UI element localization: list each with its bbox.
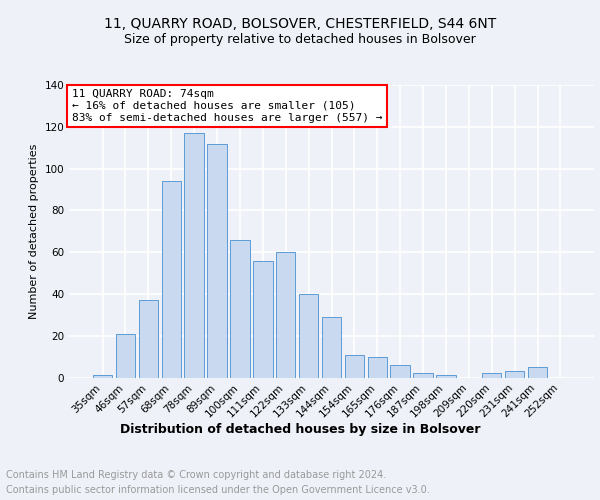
Bar — [230, 240, 250, 378]
Text: Contains HM Land Registry data © Crown copyright and database right 2024.: Contains HM Land Registry data © Crown c… — [6, 470, 386, 480]
Bar — [528, 367, 547, 378]
Bar — [116, 334, 135, 378]
Bar — [391, 365, 410, 378]
Bar — [344, 354, 364, 378]
Bar — [184, 133, 204, 378]
Text: 11 QUARRY ROAD: 74sqm
← 16% of detached houses are smaller (105)
83% of semi-det: 11 QUARRY ROAD: 74sqm ← 16% of detached … — [71, 90, 382, 122]
Bar — [505, 371, 524, 378]
Bar — [276, 252, 295, 378]
Text: Distribution of detached houses by size in Bolsover: Distribution of detached houses by size … — [120, 422, 480, 436]
Bar — [413, 374, 433, 378]
Bar — [208, 144, 227, 378]
Bar — [93, 376, 112, 378]
Bar — [322, 317, 341, 378]
Y-axis label: Number of detached properties: Number of detached properties — [29, 144, 39, 319]
Text: Size of property relative to detached houses in Bolsover: Size of property relative to detached ho… — [124, 32, 476, 46]
Bar — [368, 356, 387, 378]
Bar — [161, 181, 181, 378]
Bar — [299, 294, 319, 378]
Bar — [139, 300, 158, 378]
Bar — [253, 260, 272, 378]
Text: Contains public sector information licensed under the Open Government Licence v3: Contains public sector information licen… — [6, 485, 430, 495]
Bar — [436, 376, 455, 378]
Text: 11, QUARRY ROAD, BOLSOVER, CHESTERFIELD, S44 6NT: 11, QUARRY ROAD, BOLSOVER, CHESTERFIELD,… — [104, 18, 496, 32]
Bar — [482, 374, 502, 378]
